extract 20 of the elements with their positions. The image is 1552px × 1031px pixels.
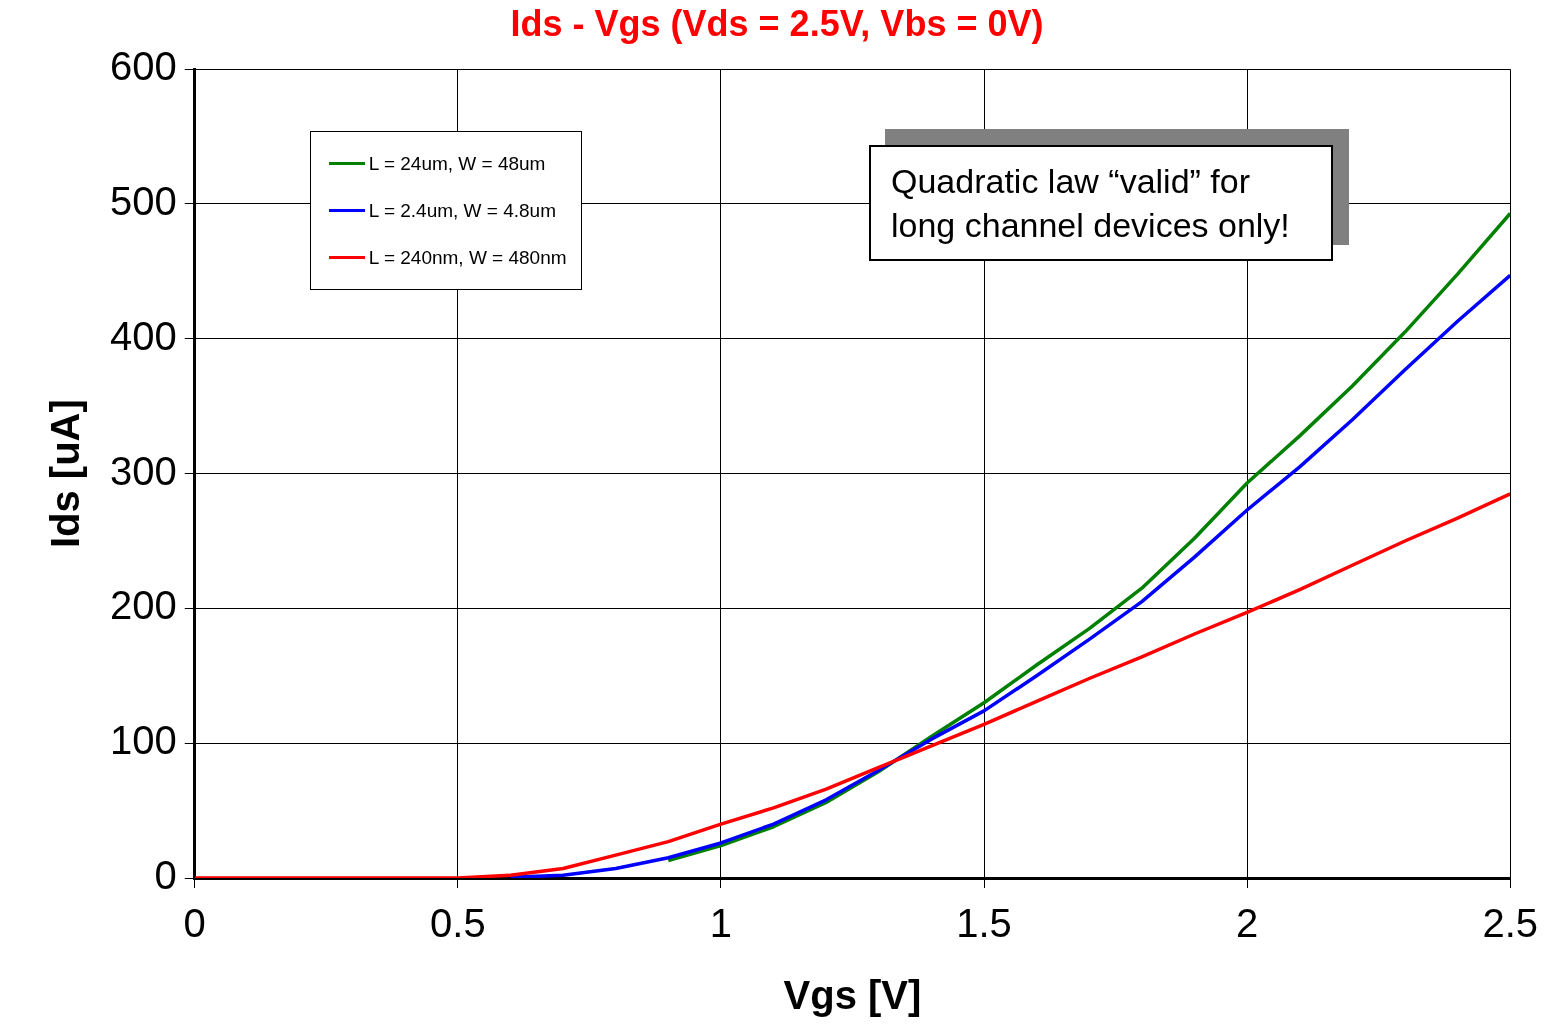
x-tick-label: 0.5 [430, 901, 486, 946]
y-tick-label: 0 [154, 853, 177, 898]
chart-title: Ids - Vgs (Vds = 2.5V, Vbs = 0V) [510, 2, 1044, 44]
annotation: Quadratic law “valid” for long channel devices only! [869, 145, 1333, 261]
y-tick-label: 500 [109, 179, 177, 224]
y-tick-label: 100 [109, 718, 177, 763]
x-tick-label: 2.5 [1482, 901, 1538, 946]
x-axis-title: Vgs [V] [783, 973, 922, 1018]
x-tick-label: 1.5 [956, 901, 1012, 946]
y-tick-label: 200 [109, 583, 177, 628]
y-tick-label: 600 [109, 44, 177, 89]
legend-label: L = 24um, W = 48um [367, 151, 547, 176]
x-tick-label: 0 [183, 901, 206, 946]
y-tick-label: 400 [109, 313, 177, 358]
x-tick-label: 1 [709, 901, 733, 946]
legend-label: L = 240nm, W = 480nm [367, 245, 567, 270]
legend-label: L = 2.4um, W = 4.8um [367, 198, 557, 223]
y-tick-label: 300 [109, 448, 177, 493]
y-axis-title: Ids [uA] [43, 399, 88, 549]
x-tick-label: 2 [1235, 901, 1259, 946]
